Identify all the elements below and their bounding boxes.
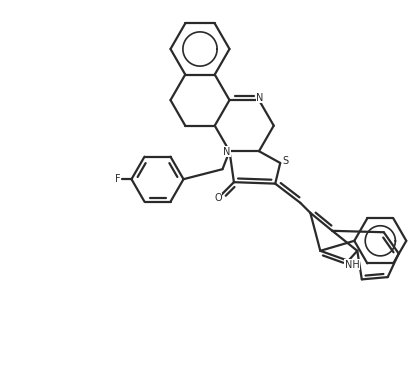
Text: O: O (214, 193, 222, 203)
Text: S: S (283, 156, 289, 166)
Text: N: N (223, 147, 230, 157)
Text: F: F (115, 174, 120, 184)
Text: NH: NH (345, 260, 360, 270)
Text: N: N (256, 92, 264, 103)
